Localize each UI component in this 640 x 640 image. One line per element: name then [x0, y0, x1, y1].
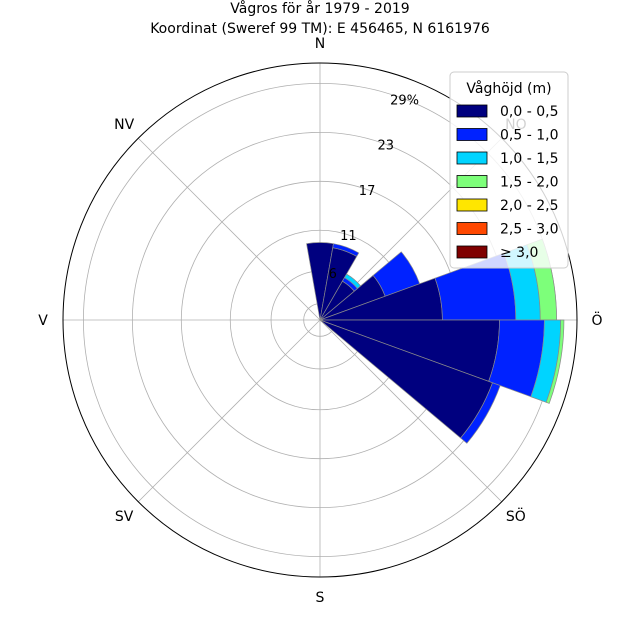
- radial-tick-label-1: 11: [340, 229, 357, 244]
- legend-swatch-6: [456, 245, 488, 259]
- bar-dir20-bin1: [332, 243, 360, 257]
- legend-label-0: 0,0 - 0,5: [500, 104, 558, 120]
- radial-tick-label-0: 6: [329, 267, 337, 282]
- outer-circle: [62, 62, 578, 578]
- radial-tick-label-4: 29%: [390, 93, 419, 108]
- polar-axes: NNOÖSÖSSVVNV611172329%: [38, 36, 602, 606]
- radial-tick-label-2: 17: [359, 184, 376, 199]
- bar-dir120-bin1: [460, 382, 501, 444]
- legend-label-2: 1,0 - 1,5: [500, 151, 558, 167]
- chart-title: Vågros för år 1979 - 2019: [230, 0, 409, 17]
- chart-subtitle: Koordinat (Sweref 99 TM): E 456465, N 61…: [150, 21, 490, 37]
- bar-dir100-bin3: [545, 319, 565, 404]
- legend-swatch-3: [456, 175, 488, 188]
- direction-label-7: NV: [114, 117, 134, 133]
- legend-label-1: 0,5 - 1,0: [500, 128, 558, 144]
- direction-label-4: S: [316, 590, 325, 606]
- legend: Våghöjd (m) 0,0 - 0,5 0,5 - 1,0 1,0 - 1,5 1,…: [449, 71, 569, 269]
- direction-label-6: V: [38, 313, 48, 329]
- direction-label-3: SÖ: [506, 507, 526, 525]
- legend-box: [449, 71, 569, 269]
- radial-tick-label-3: 23: [378, 139, 395, 154]
- grid-spoke-SV: [137, 319, 321, 503]
- legend-label-4: 2,0 - 2,5: [500, 198, 558, 214]
- legend-label-5: 2,5 - 3,0: [500, 222, 558, 238]
- direction-label-0: N: [315, 36, 325, 52]
- legend-swatch-0: [456, 104, 488, 118]
- direction-label-2: Ö: [591, 311, 602, 329]
- legend-title: Våghöjd (m): [466, 80, 551, 97]
- legend-swatch-4: [456, 198, 488, 212]
- legend-swatch-5: [456, 222, 488, 235]
- legend-swatch-2: [456, 151, 488, 165]
- grid-spoke-SÖ: [319, 319, 503, 503]
- legend-swatch-1: [456, 128, 488, 141]
- direction-label-5: SV: [115, 509, 134, 525]
- legend-label-6: ≥ 3,0: [500, 245, 538, 261]
- grid-spoke-NV: [137, 137, 321, 321]
- legend-label-3: 1,5 - 2,0: [500, 175, 558, 191]
